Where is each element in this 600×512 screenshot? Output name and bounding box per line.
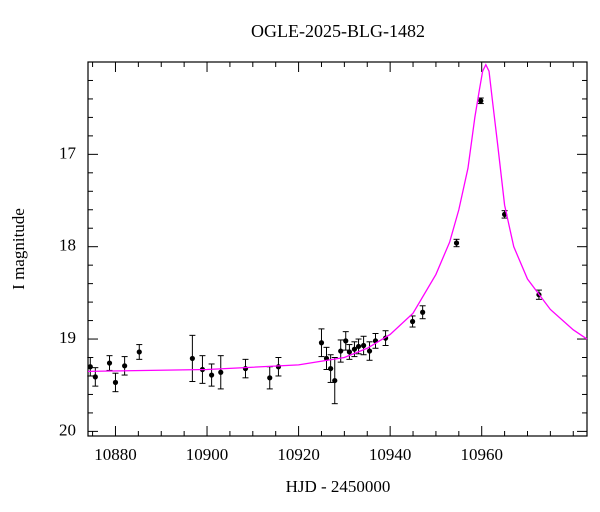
data-point [209,372,215,378]
data-point [275,364,282,370]
x-axis-label: HJD - 2450000 [286,477,391,496]
y-tick-label: 19 [59,328,76,347]
data-point [355,343,362,350]
data-point [92,374,98,380]
data-point [453,240,460,246]
data-point [343,338,349,344]
x-tick-label: 10880 [94,445,137,464]
data-point [346,349,353,355]
data-point [87,364,93,370]
data-point [318,340,325,346]
data-point [267,375,273,381]
data-point [351,346,358,352]
y-axis-label: I magnitude [9,208,28,290]
data-point [122,363,128,369]
data-point [106,360,113,366]
model-curve [87,63,588,373]
x-tick-label: 10920 [277,445,320,464]
data-point [360,342,367,349]
data-point [409,318,416,325]
y-tick-label: 17 [59,143,77,162]
data-point [112,379,119,386]
y-tick-label: 18 [59,236,76,255]
x-tick-label: 10960 [460,445,503,464]
data-point [136,349,142,355]
data-point [218,369,224,375]
data-point [420,309,426,315]
x-tick-label: 10900 [186,445,229,464]
data-point [328,365,334,372]
x-tick-label: 10940 [369,445,412,464]
data-point [366,348,373,354]
plot-frame [87,61,588,437]
data-point [332,377,338,384]
data-point [242,365,249,372]
data-point [189,355,195,362]
data-point [338,348,344,354]
data-point [478,98,484,104]
chart-title: OGLE-2025-BLG-1482 [251,21,425,41]
y-tick-label: 20 [59,420,76,439]
